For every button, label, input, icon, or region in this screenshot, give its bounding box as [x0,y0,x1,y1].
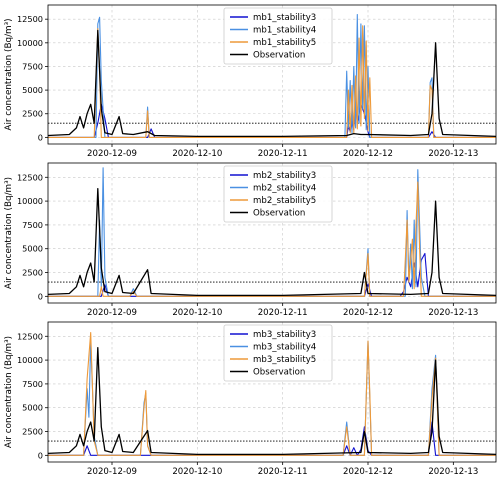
x-tick-label: 2020-12-10 [172,149,222,159]
grid-lines [48,322,496,462]
y-axis-label: Air concentration (Bq/m³) [4,18,14,130]
legend-label: Observation [253,51,305,61]
y-axis-label: Air concentration (Bq/m³) [4,336,14,448]
y-tick-label: 12500 [17,172,43,182]
series-line-observation [47,29,497,138]
series-line-observation [47,188,497,297]
y-tick-label: 5000 [22,403,43,413]
series-line-mb2_stability5 [48,181,496,297]
legend: mb3_stability3 mb3_stability4 mb3_stabilit… [223,324,333,382]
grid-lines [48,163,496,303]
legend: mb1_stability3 mb1_stability4 mb1_stabilit… [223,7,333,65]
legend-label: mb1_stability3 [253,13,316,23]
legend-box [223,7,333,65]
y-tick-label: 0 [38,132,43,142]
y-tick-label: 10000 [17,38,43,48]
x-tick-label: 2020-12-13 [428,308,478,318]
legend-label: Observation [253,209,305,219]
x-tick-label: 2020-12-12 [343,467,393,477]
chart-panel-1: 0 2500 5000 7500 10000 12500 2020-12-09 2020-12… [4,4,497,159]
legend-label: Observation [253,368,305,378]
legend-box [223,165,333,223]
legend-label: mb2_stability3 [253,171,316,181]
x-tick-label: 2020-12-10 [172,308,222,318]
y-tick-label: 2500 [22,109,43,119]
legend-label: mb3_stability4 [253,343,316,353]
axes-frame [47,4,497,145]
x-tick-label: 2020-12-13 [428,467,478,477]
x-tick-label: 2020-12-13 [428,149,478,159]
chart-panel-3: 0 2500 5000 7500 10000 12500 2020-12-09 2020-12… [4,321,497,477]
y-tick-label: 10000 [17,196,43,206]
y-tick-label: 2500 [22,268,43,278]
x-tick-label: 2020-12-12 [343,308,393,318]
x-tick-label: 2020-12-09 [87,467,137,477]
x-tick-label: 2020-12-09 [87,149,137,159]
y-tick-label: 12500 [17,14,43,24]
y-tick-label: 0 [38,291,43,301]
y-tick-label: 10000 [17,355,43,365]
series-line-mb1_stability5 [48,25,496,138]
x-tick-label: 2020-12-10 [172,467,222,477]
legend-label: mb1_stability5 [253,38,316,48]
x-tick-label: 2020-12-09 [87,308,137,318]
x-tick-label: 2020-12-11 [258,308,308,318]
y-tick-label: 7500 [22,220,43,230]
legend: mb2_stability3 mb2_stability4 mb2_stabilit… [223,165,333,223]
y-tick-label: 0 [38,450,43,460]
y-axis-label: Air concentration (Bq/m³) [4,177,14,289]
y-tick-label: 5000 [22,244,43,254]
y-tick-label: 5000 [22,85,43,95]
y-tick-label: 7500 [22,61,43,71]
series-line-observation [47,347,497,456]
x-tick-label: 2020-12-12 [343,149,393,159]
legend-label: mb2_stability5 [253,196,316,206]
legend-label: mb3_stability5 [253,355,316,365]
series-line-mb3_stability5 [48,331,496,456]
chart-panel-2: 0 2500 5000 7500 10000 12500 2020-12-09 2020-12… [4,162,497,318]
legend-box [223,324,333,382]
y-tick-label: 12500 [17,331,43,341]
y-tick-label: 7500 [22,379,43,389]
y-tick-label: 2500 [22,427,43,437]
axes-frame [47,321,497,463]
x-tick-label: 2020-12-11 [258,467,308,477]
axes-frame [47,162,497,304]
legend-label: mb2_stability4 [253,184,316,194]
legend-label: mb3_stability3 [253,330,316,340]
x-tick-label: 2020-12-11 [258,149,308,159]
legend-label: mb1_stability4 [253,26,316,36]
